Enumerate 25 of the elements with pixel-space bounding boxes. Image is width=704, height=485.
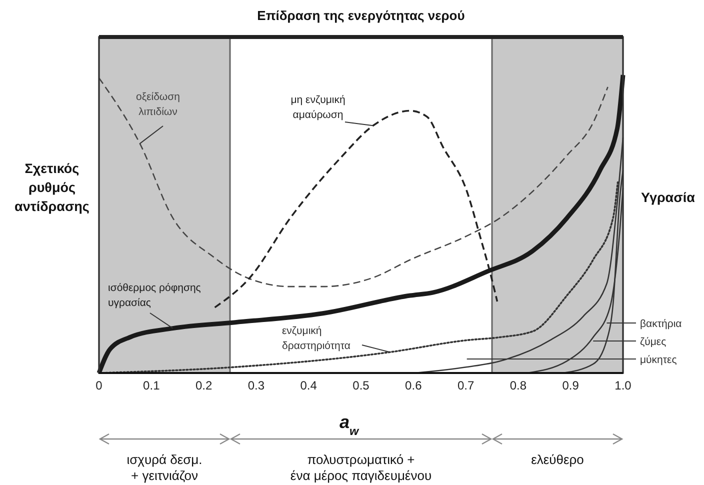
x-tick-label: 0.4	[300, 378, 318, 393]
x-tick-label: 0.1	[143, 378, 160, 393]
x-tick-label: 0.5	[352, 378, 370, 393]
text: μη ενζυμική αμαύρωση	[290, 94, 346, 121]
text: πολυστρωματικό + ένα μέρος παγιδευμένου	[290, 452, 432, 483]
x-tick-label: 0	[96, 378, 103, 393]
series-label: ενζυμική δραστηριότητα	[282, 325, 350, 352]
x-tick-label: 0.3	[248, 378, 265, 393]
legend-label: βακτήρια	[640, 318, 682, 330]
legend-label: ζύμες	[640, 336, 666, 348]
x-tick-label: 0.8	[510, 378, 527, 393]
text: ισχυρά δεσμ. + γειτνιάζον	[126, 452, 202, 483]
x-tick-label: 0.6	[405, 378, 422, 393]
x-tick-label: 0.2	[195, 378, 212, 393]
x-tick-label: 1.0	[614, 378, 632, 393]
x-tick-label: 0.7	[457, 378, 474, 393]
text: ελεύθερο	[531, 452, 584, 467]
chart-title: Επίδραση της ενεργότητας νερού	[257, 8, 466, 23]
x-tick-label: 0.9	[562, 378, 580, 393]
x-axis-title: a$_{w}$	[339, 412, 360, 438]
series-label: ισόθερμος ρόφησης υγρασίας	[108, 282, 201, 309]
y2-axis-title: Υγρασία	[641, 190, 696, 205]
text: μύκητες	[640, 354, 677, 366]
series-label: οξείδωση λιπιδίων	[136, 91, 180, 118]
y-axis-title: Σχετικός ρυθμός αντίδρασης	[14, 161, 90, 214]
